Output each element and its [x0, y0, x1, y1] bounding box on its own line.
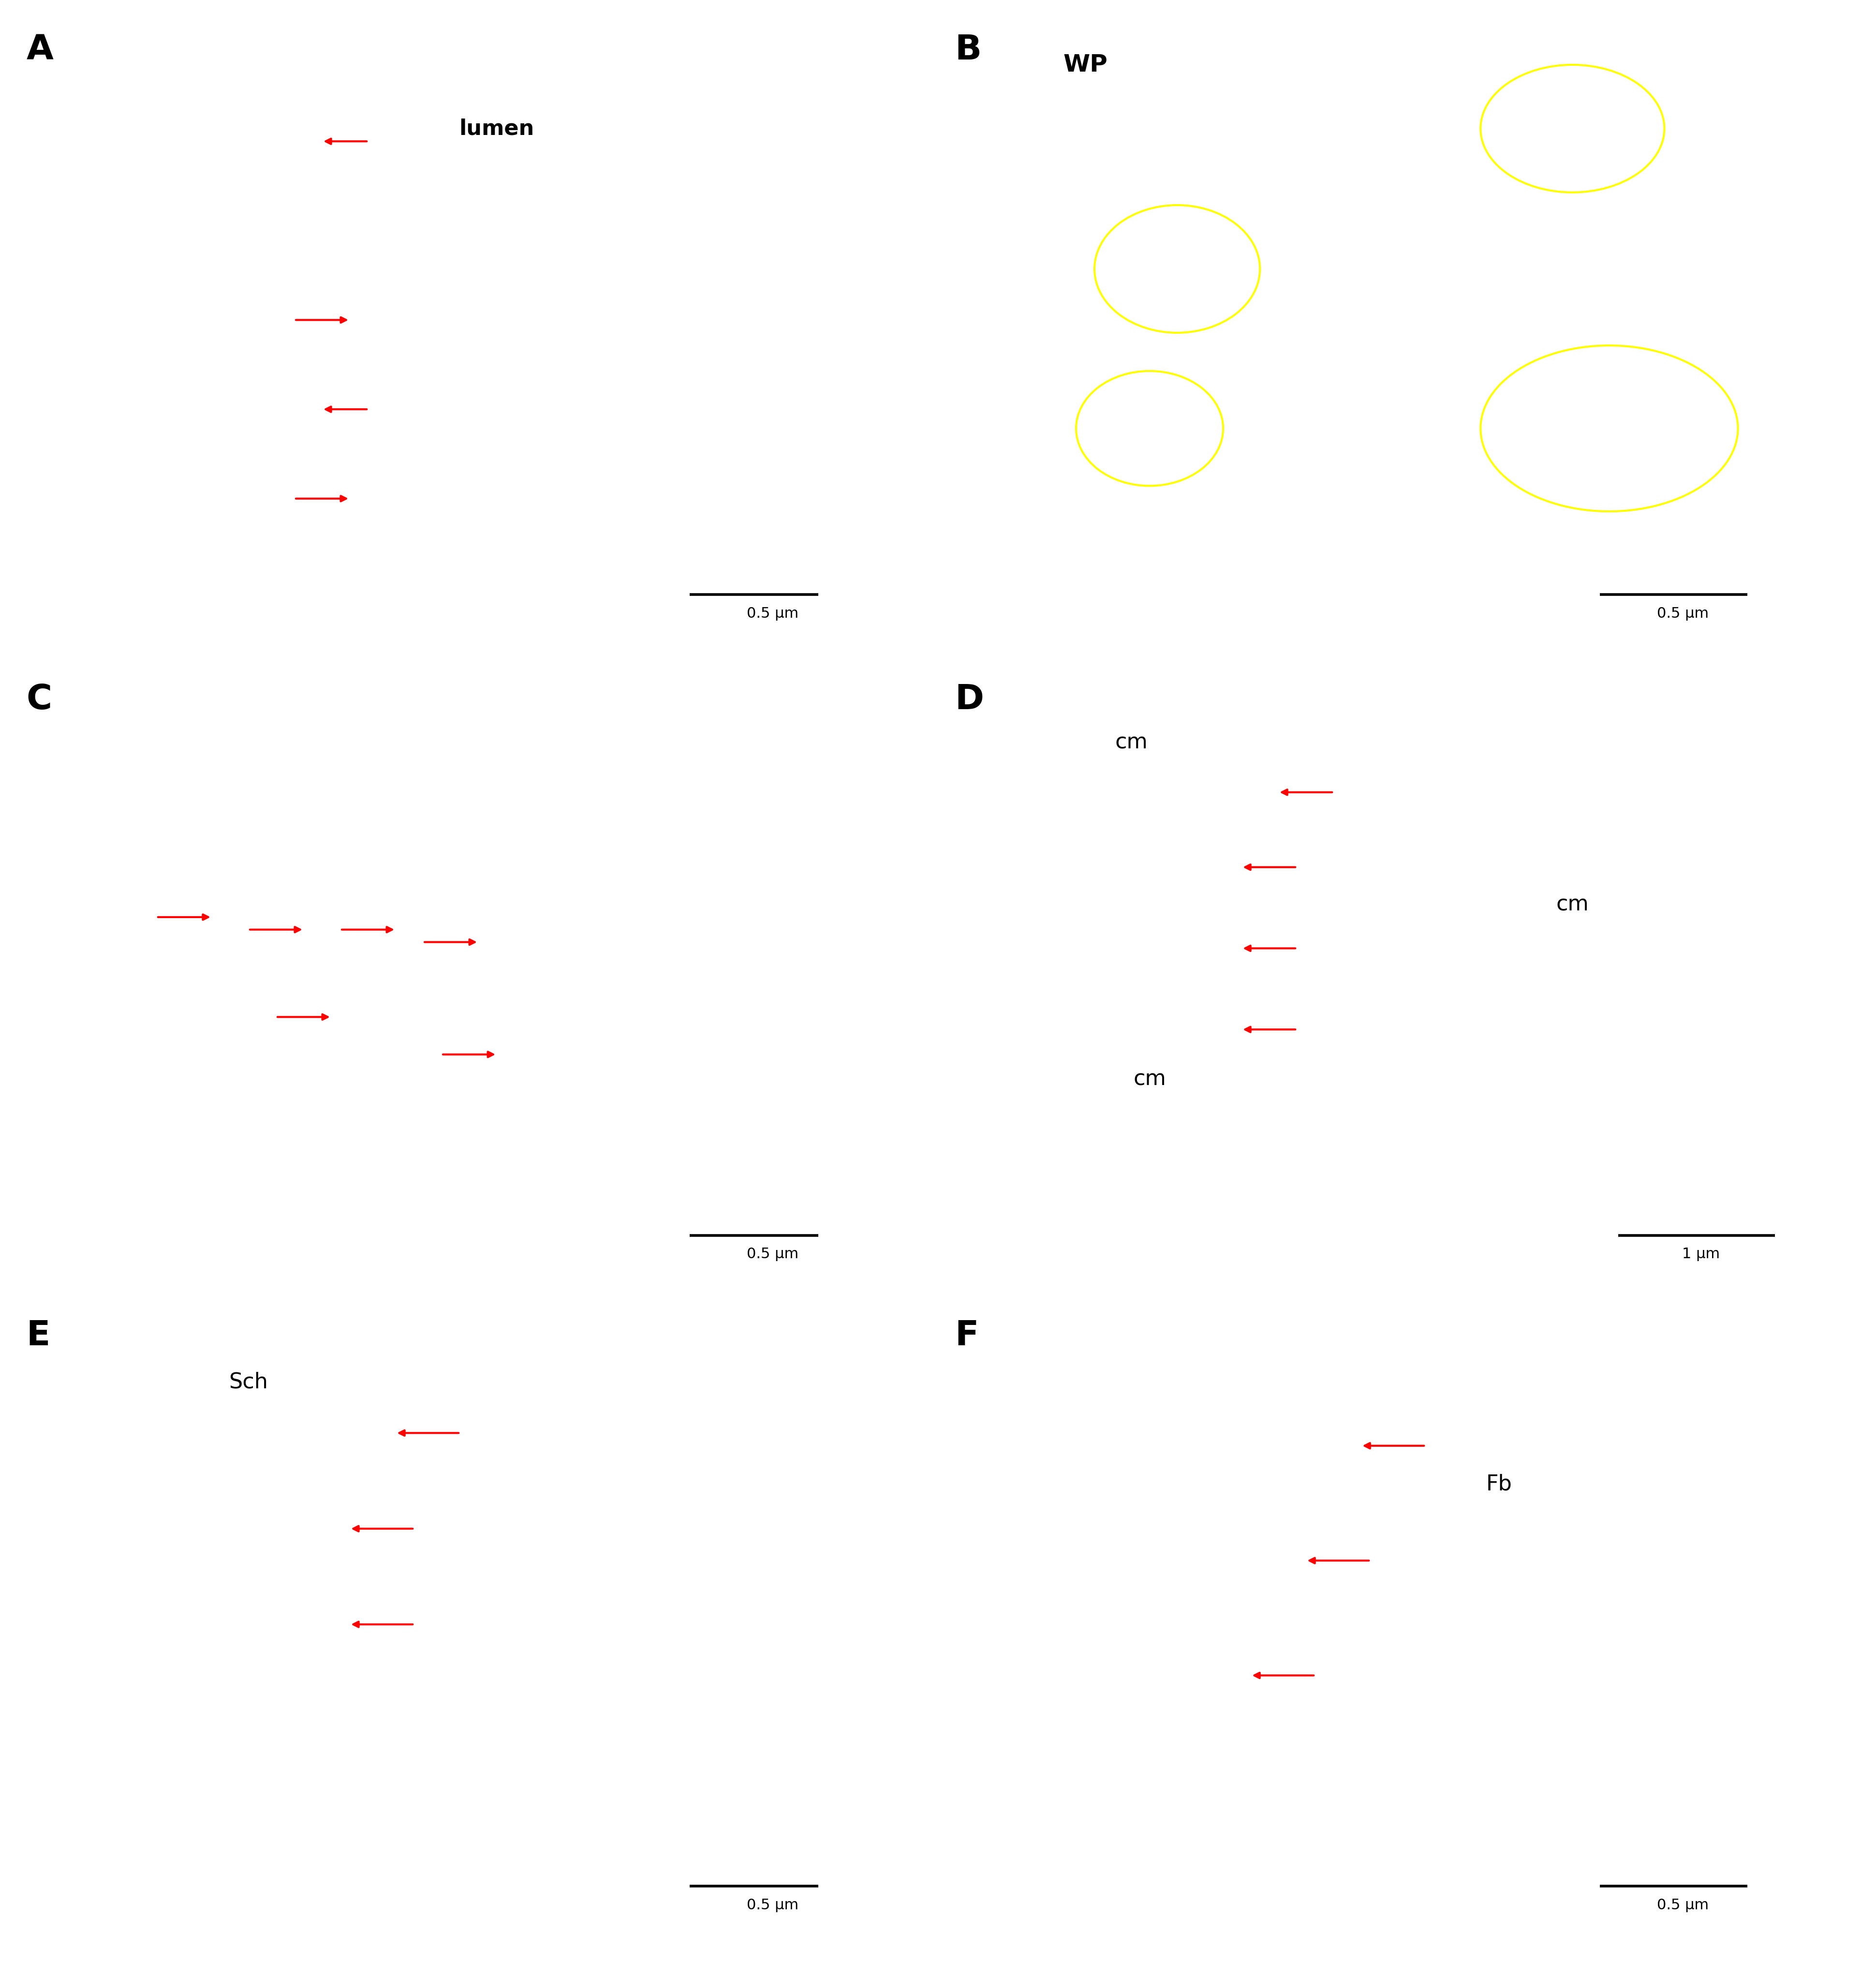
Text: Sch: Sch	[229, 1372, 268, 1392]
Text: cm: cm	[1133, 1070, 1167, 1089]
Text: cp: cp	[1598, 247, 1621, 265]
Text: smc: smc	[548, 769, 593, 791]
Text: WP: WP	[1064, 53, 1107, 77]
Text: D: D	[955, 683, 983, 716]
Text: E: E	[26, 1319, 51, 1353]
Text: 0.5 μm: 0.5 μm	[747, 1898, 799, 1912]
Text: 0.5 μm: 0.5 μm	[747, 607, 799, 620]
Text: 0.5 μm: 0.5 μm	[747, 1247, 799, 1260]
Text: 1 μm: 1 μm	[1683, 1247, 1720, 1260]
Text: Fb: Fb	[1486, 1474, 1512, 1494]
Text: F: F	[955, 1319, 979, 1353]
Text: smc: smc	[475, 1107, 520, 1127]
Text: cm: cm	[1114, 732, 1148, 752]
Text: WP: WP	[345, 373, 390, 395]
Text: E: E	[1289, 181, 1306, 204]
Text: lumen: lumen	[460, 118, 535, 139]
Text: cm: cm	[1555, 895, 1589, 915]
Text: 0.5 μm: 0.5 μm	[1657, 607, 1709, 620]
Text: C: C	[26, 683, 53, 716]
Text: A: A	[26, 33, 53, 67]
Text: E: E	[176, 118, 193, 139]
Text: 0.5 μm: 0.5 μm	[1657, 1898, 1709, 1912]
Text: B: B	[955, 33, 981, 67]
